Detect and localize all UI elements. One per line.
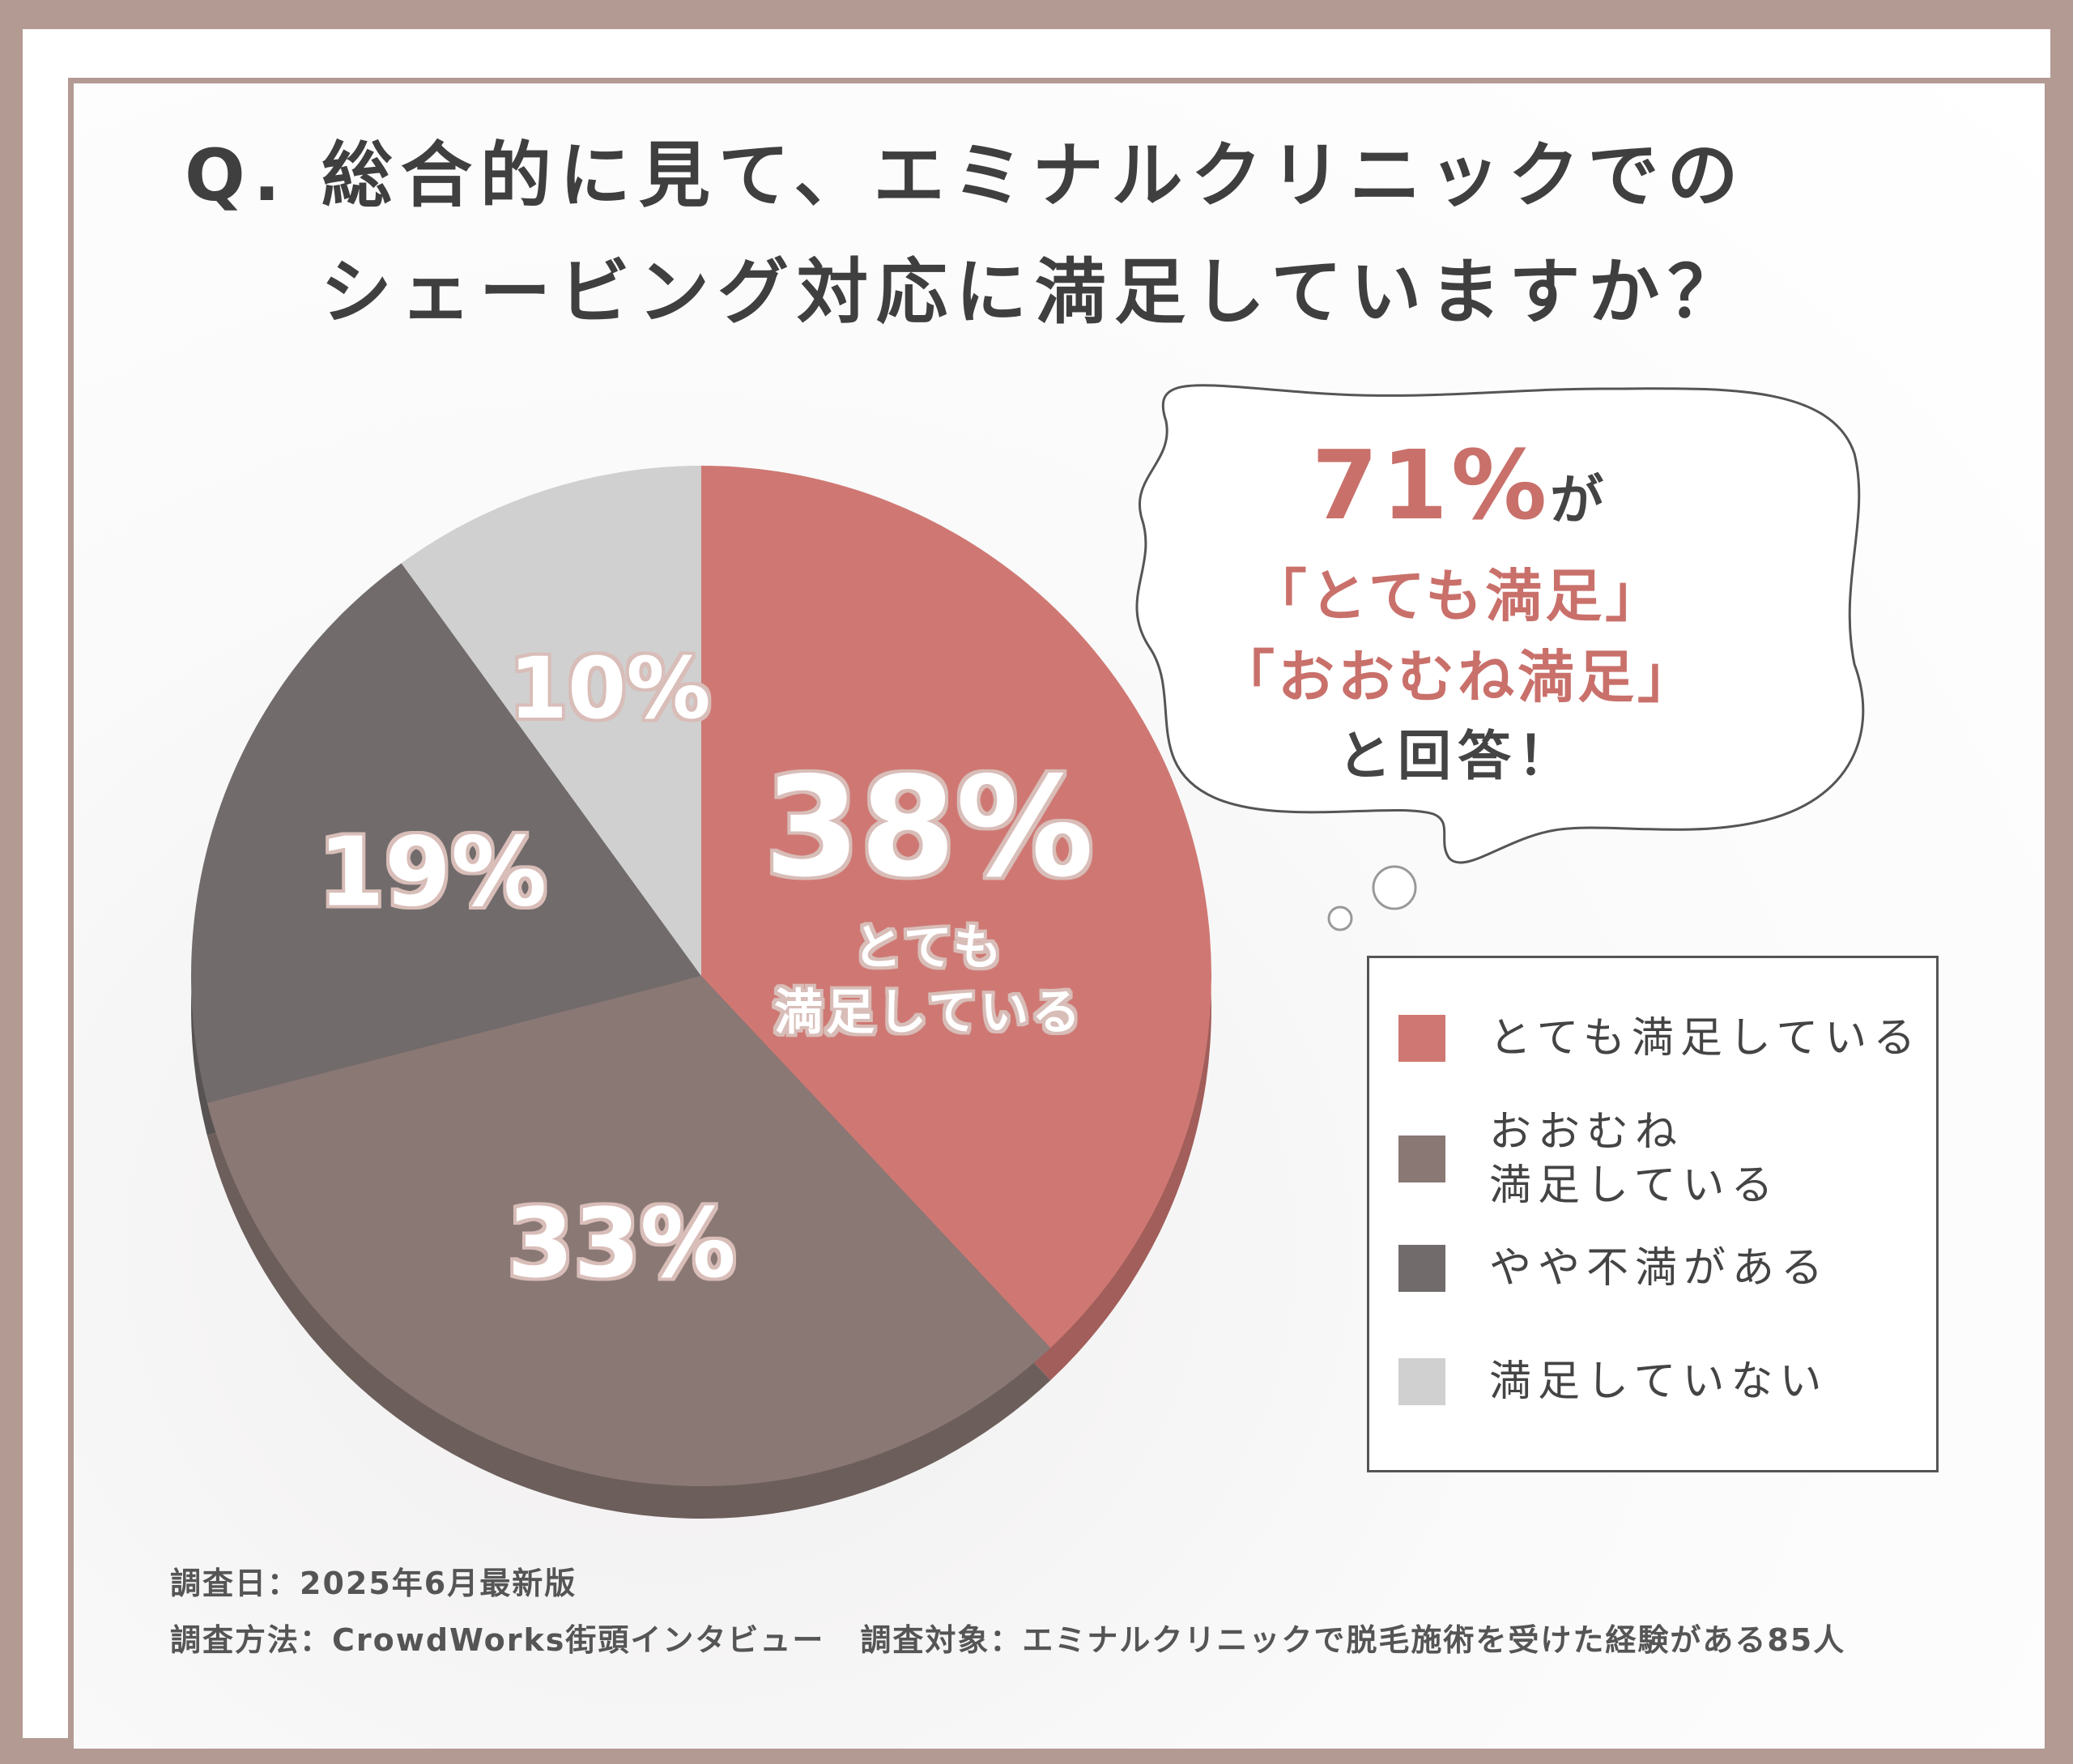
pie-value-label: 33% bbox=[507, 1187, 735, 1299]
question-title-line1: Q. 総合的に見て、エミナルクリニックでの bbox=[185, 134, 1747, 217]
survey-target: 調査対象：エミナルクリニックで脱毛施術を受けた経験がある85人 bbox=[860, 1622, 1846, 1658]
pie-value-label: 10% bbox=[509, 639, 711, 738]
callout-line3: と回答！ bbox=[1338, 725, 1577, 787]
legend-swatch bbox=[1398, 1015, 1445, 1062]
pie-slice bbox=[401, 466, 701, 976]
legend-swatch bbox=[1398, 1136, 1445, 1182]
pie-labels: 38% とても満足している 33% 19% 10% bbox=[318, 639, 1094, 1299]
callout-line1: 「とても満足」 bbox=[1249, 563, 1666, 629]
pie-slice bbox=[191, 563, 701, 1103]
survey-details: 調査方法：CrowdWorks街頭インタビュー 調査対象：エミナルクリニックで脱毛… bbox=[170, 1615, 1845, 1660]
legend-label: やや不満がある bbox=[1489, 1244, 1830, 1293]
callout-line2: 「おおむね満足」 bbox=[1218, 644, 1697, 710]
legend-label: おおむね 満足している bbox=[1489, 1108, 1780, 1210]
pie-slice bbox=[206, 976, 1051, 1486]
callout-suffix: が bbox=[1550, 469, 1604, 531]
legend-swatch bbox=[1398, 1245, 1445, 1292]
thought-bubble-dot-small bbox=[1327, 905, 1353, 931]
callout-percent-line: 71%が bbox=[1174, 429, 1741, 541]
pie-sub-label: 満足している bbox=[774, 984, 1083, 1041]
survey-date: 調査日：2025年6月最新版 bbox=[170, 1566, 577, 1601]
callout-percent: 71% bbox=[1311, 429, 1551, 541]
legend-item: 満足していない bbox=[1398, 1355, 1828, 1408]
legend-item: とても満足している bbox=[1398, 1012, 1922, 1065]
legend-item: おおむね 満足している bbox=[1398, 1106, 1779, 1212]
legend-label: とても満足している bbox=[1489, 1014, 1922, 1063]
legend-item: やや不満がある bbox=[1398, 1242, 1829, 1295]
pie-value-label: 38% bbox=[764, 748, 1094, 908]
legend-swatch bbox=[1398, 1358, 1445, 1405]
survey-method: 調査方法：CrowdWorks街頭インタビュー bbox=[170, 1622, 825, 1658]
thought-bubble bbox=[1135, 384, 1865, 931]
question-title-line2: シェービング対応に満足していますか？ bbox=[321, 250, 1747, 334]
pie-value-label: 19% bbox=[318, 816, 547, 928]
pie-slices bbox=[191, 466, 1211, 1486]
pie-sub-label: とても bbox=[853, 919, 1005, 976]
thought-bubble-dot-large bbox=[1372, 865, 1417, 910]
thought-bubble-body bbox=[1135, 384, 1865, 864]
pie-slice bbox=[701, 466, 1211, 1349]
legend-label: 満足していない bbox=[1489, 1357, 1828, 1406]
chart-legend: とても満足している おおむね 満足している やや不満がある 満足していない bbox=[1367, 956, 1939, 1472]
